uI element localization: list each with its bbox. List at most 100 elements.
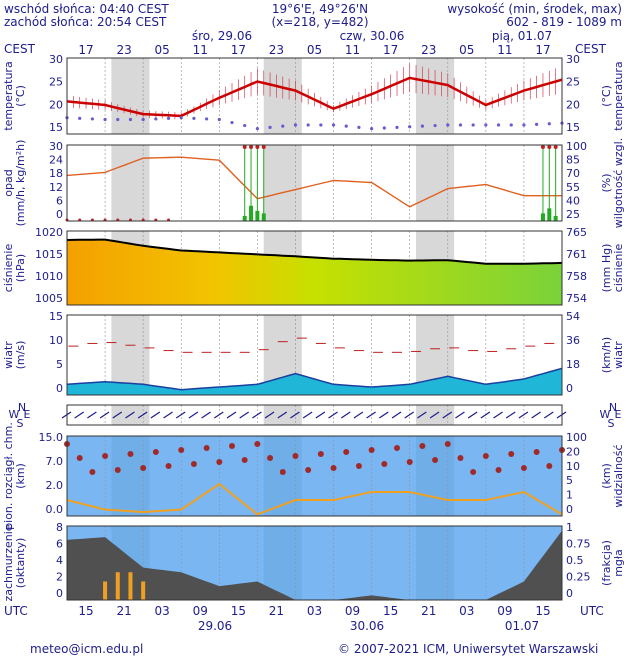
wind-direction-arrow [302, 411, 313, 419]
hour-label-cest: 17 [535, 43, 550, 57]
cloud-extent-point [152, 449, 159, 455]
cloud-extent-point [89, 469, 96, 475]
dewpoint-point [331, 123, 336, 127]
wind-direction-arrow [505, 411, 516, 419]
wind-direction-arrow [518, 411, 529, 419]
pressure-tick-right: 765 [566, 226, 587, 239]
dewpoint-point [370, 126, 374, 131]
dewpoint-point [433, 123, 437, 128]
dewpoint-point [268, 125, 272, 129]
wind-direction-arrow [150, 411, 161, 419]
wind-axis-label-left: (m/s) [14, 341, 27, 370]
cloud-extent-point [495, 467, 502, 473]
timezone-top-left: CEST [4, 42, 35, 56]
dewpoint-point [306, 123, 310, 127]
hour-label-utc: 09 [345, 604, 360, 618]
cloud-extent-point [102, 453, 109, 459]
wind-direction-arrow [391, 411, 402, 419]
sunset-text: zachód słońca: 20:54 CEST [4, 15, 167, 29]
cover-tick-right: 1 [566, 521, 573, 534]
precip-axis-label-left: opad [2, 169, 15, 196]
day-label-top: pią, 01.07 [491, 29, 553, 43]
cloud-extent-point [355, 463, 362, 469]
dewpoint-point [395, 125, 399, 129]
pressure-axis-label-right: ciśnienie [612, 244, 625, 293]
wind-direction-arrow [137, 411, 148, 419]
precip-axis-label-right: (%) [600, 173, 613, 192]
night-band [416, 145, 455, 221]
cloud-extent-point [394, 445, 400, 451]
cover-axis-label-left: (oktanty) [14, 538, 27, 589]
wind-direction-arrow [277, 411, 288, 419]
humidity-line [66, 156, 562, 208]
temperature-tick-left: 15 [49, 121, 63, 134]
temperature-tick-right: 15 [566, 121, 580, 134]
dewpoint-point [116, 117, 120, 122]
wind-direction-arrow [201, 411, 211, 419]
cover-axis-label-left: zachmurzenie [2, 524, 15, 601]
precip-max-point [255, 145, 260, 149]
temperature-axis-label-left: (°C) [14, 85, 27, 107]
compass-n: N [18, 401, 26, 414]
pressure-tick-right: 754 [566, 292, 587, 305]
wind-tick-left: 10 [49, 334, 63, 347]
contact-email[interactable]: meteo@icm.edu.pl [30, 642, 144, 656]
cover-tick-right: 0.25 [566, 571, 591, 584]
precip-tick-right: 100 [566, 140, 587, 153]
wind-direction-arrow [353, 411, 364, 419]
wind-direction-arrow [87, 411, 97, 419]
hour-label-utc: 21 [269, 604, 284, 618]
hour-label-cest: 05 [459, 43, 474, 57]
precip-tick-right: 70 [566, 167, 580, 180]
dewpoint-point [446, 123, 450, 127]
wind-direction-arrow [467, 411, 478, 419]
wind-direction-arrow [531, 411, 541, 419]
temperature-line [66, 76, 563, 118]
precip-tick-right: 55 [566, 181, 580, 194]
hour-label-cest: 17 [231, 43, 246, 57]
cover-tick-right: 0.5 [566, 554, 584, 567]
height-title: wysokość (min, środek, max) [447, 2, 622, 16]
precip-tick-right: 85 [566, 154, 580, 167]
hour-label-utc: 03 [307, 604, 322, 618]
clouds-tick-right: 100 [566, 431, 587, 444]
precip-tick-left: 6 [56, 194, 63, 207]
wind-direction-arrow [378, 411, 389, 419]
precip-tick-left: 18 [49, 167, 63, 180]
cloud-extent-point [343, 449, 350, 455]
precip-tick-left: 0 [56, 208, 63, 221]
cloud-extent-point [292, 453, 299, 459]
pressure-line [66, 238, 563, 265]
timezone-top-right: CEST [575, 42, 606, 56]
night-band [111, 58, 150, 134]
wind-tick-right: 36 [566, 334, 580, 347]
wind-tick-left: 15 [49, 310, 63, 323]
hour-label-utc: 15 [231, 604, 246, 618]
cover-axis-label-right: mgła [612, 549, 625, 577]
panel-temperature-border [66, 57, 563, 135]
temperature-axis-label-right: (°C) [600, 85, 613, 107]
cover-tick-right: 0 [566, 587, 573, 600]
clouds-tick-left: 15.0 [39, 431, 64, 444]
night-band [416, 58, 455, 134]
copyright-text: © 2007-2021 ICM, Uniwersytet Warszawski [338, 642, 599, 656]
dewpoint-point [255, 126, 259, 131]
cloud-extent-point [444, 441, 451, 447]
compass-n-right: N [609, 401, 617, 414]
precip-tick-left: 24 [49, 154, 63, 167]
fog-bar [128, 572, 133, 600]
dewpoint-point [103, 117, 107, 122]
cover-tick-left: 0 [56, 587, 63, 600]
cover-tick-left: 2 [56, 571, 63, 584]
wind-speed-line [66, 367, 563, 391]
clouds-tick-right: 1 [566, 489, 573, 502]
compass-e-right: E [615, 408, 622, 421]
clouds-tick-left: 0.0 [46, 503, 64, 516]
clouds-axis-label-right: widzialność [612, 444, 625, 507]
cover-tick-left: 8 [56, 521, 63, 534]
wind-direction-arrow [125, 411, 135, 419]
dewpoint-point [535, 122, 539, 126]
cloud-extent-point [165, 463, 172, 469]
compass-w-right: W [600, 408, 611, 421]
